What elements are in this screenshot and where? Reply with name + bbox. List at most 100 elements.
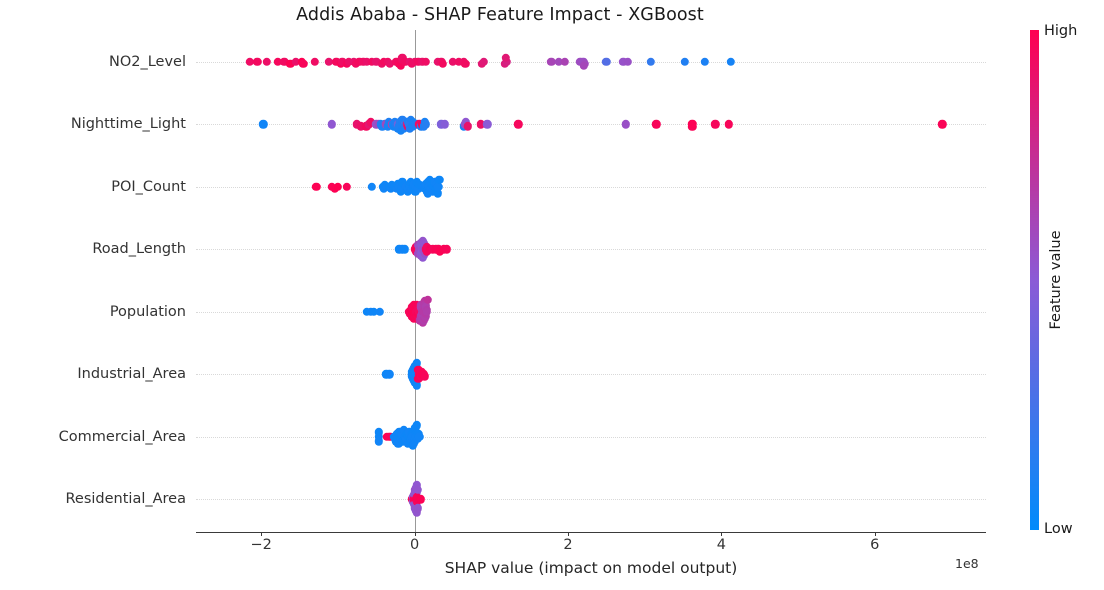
data-point bbox=[438, 59, 448, 69]
data-point bbox=[416, 495, 425, 504]
data-point bbox=[362, 57, 372, 66]
data-point bbox=[394, 439, 403, 448]
x-axis-tick bbox=[874, 532, 876, 536]
data-point bbox=[501, 53, 511, 63]
data-point bbox=[938, 120, 947, 129]
data-point bbox=[414, 180, 424, 189]
data-point bbox=[440, 120, 449, 129]
colorbar-title: Feature value bbox=[1048, 230, 1064, 330]
y-axis-tick-label-population: Population bbox=[109, 303, 186, 320]
x-axis-tick bbox=[414, 532, 416, 536]
gridline bbox=[196, 499, 986, 501]
data-point bbox=[434, 182, 443, 191]
data-point bbox=[262, 57, 271, 66]
x-axis-tick-label: −2 bbox=[250, 537, 272, 553]
x-axis-tick-label: 2 bbox=[563, 537, 573, 553]
data-point bbox=[434, 175, 444, 185]
data-point bbox=[602, 57, 611, 66]
zero-reference-line bbox=[414, 30, 416, 535]
data-point bbox=[680, 57, 689, 66]
data-point bbox=[344, 57, 353, 66]
data-point bbox=[412, 481, 422, 490]
data-point bbox=[502, 57, 511, 66]
colorbar-low-label: Low bbox=[1044, 521, 1073, 537]
data-point bbox=[412, 380, 422, 390]
x-axis-tick bbox=[567, 532, 569, 536]
y-axis-tick-label-industrial_area: Industrial_Area bbox=[77, 366, 186, 383]
gridline bbox=[196, 61, 986, 63]
data-point bbox=[374, 432, 383, 441]
data-point bbox=[385, 370, 394, 379]
data-point bbox=[560, 57, 570, 66]
data-point bbox=[700, 57, 709, 66]
data-point bbox=[399, 425, 409, 435]
plot-area bbox=[196, 30, 986, 535]
data-point bbox=[366, 117, 376, 127]
data-point bbox=[651, 120, 661, 129]
data-point bbox=[369, 307, 379, 316]
gridline bbox=[196, 311, 986, 313]
data-point bbox=[448, 57, 458, 66]
data-point bbox=[332, 57, 341, 66]
data-point bbox=[554, 57, 563, 66]
data-point bbox=[461, 117, 471, 127]
x-axis-tick-label: 6 bbox=[870, 537, 880, 553]
data-point bbox=[442, 245, 451, 254]
data-point bbox=[623, 57, 633, 66]
data-point bbox=[299, 59, 308, 69]
y-axis-tick-label-nighttime_light: Nighttime_Light bbox=[70, 116, 186, 133]
data-point bbox=[253, 57, 262, 66]
data-point bbox=[454, 57, 464, 66]
y-axis-tick-label-poi_count: POI_Count bbox=[111, 178, 186, 195]
data-point bbox=[375, 307, 385, 316]
x-axis-label: SHAP value (impact on model output) bbox=[444, 559, 738, 577]
data-point bbox=[396, 61, 405, 71]
data-point bbox=[327, 120, 336, 129]
data-point bbox=[688, 119, 697, 128]
data-point bbox=[401, 57, 410, 66]
data-point bbox=[333, 182, 343, 191]
data-point bbox=[400, 245, 409, 254]
x-axis-tick bbox=[721, 532, 723, 536]
data-point bbox=[476, 120, 485, 129]
data-point bbox=[425, 175, 435, 185]
data-point bbox=[356, 122, 366, 131]
x-axis-tick-label: 4 bbox=[716, 537, 726, 553]
data-point bbox=[372, 57, 381, 66]
data-point bbox=[324, 57, 333, 66]
y-axis-tick-label-road_length: Road_Length bbox=[92, 241, 186, 258]
data-point bbox=[619, 57, 628, 66]
data-point bbox=[546, 57, 556, 66]
data-point bbox=[413, 504, 422, 513]
data-point bbox=[646, 57, 656, 66]
data-point bbox=[245, 57, 254, 66]
x-axis-offset-text: 1e8 bbox=[955, 556, 979, 571]
data-point bbox=[374, 437, 383, 446]
colorbar bbox=[1030, 30, 1039, 530]
data-point bbox=[310, 57, 320, 66]
data-point bbox=[711, 120, 720, 129]
data-point bbox=[483, 120, 492, 129]
gridline bbox=[196, 186, 986, 188]
data-point bbox=[414, 184, 423, 194]
data-point bbox=[422, 307, 432, 316]
x-axis-tick bbox=[261, 532, 263, 536]
data-point bbox=[461, 59, 470, 69]
y-axis-tick-label-commercial_area: Commercial_Area bbox=[58, 428, 186, 445]
data-point bbox=[374, 427, 383, 437]
data-point bbox=[412, 508, 422, 518]
data-point bbox=[421, 57, 431, 66]
gridline bbox=[196, 249, 986, 251]
gridline bbox=[196, 124, 986, 126]
chart-title: Addis Ababa - SHAP Feature Impact - XGBo… bbox=[296, 5, 704, 25]
data-point bbox=[367, 57, 376, 66]
data-point bbox=[342, 182, 352, 191]
data-point bbox=[724, 120, 734, 129]
colorbar-high-label: High bbox=[1044, 23, 1078, 39]
data-point bbox=[338, 57, 347, 66]
y-axis-feature-labels: NO2_Level Nighttime_Light POI_Count Road_Le… bbox=[0, 30, 186, 530]
data-point bbox=[412, 359, 422, 368]
data-point bbox=[413, 485, 422, 495]
gridline bbox=[196, 436, 986, 438]
